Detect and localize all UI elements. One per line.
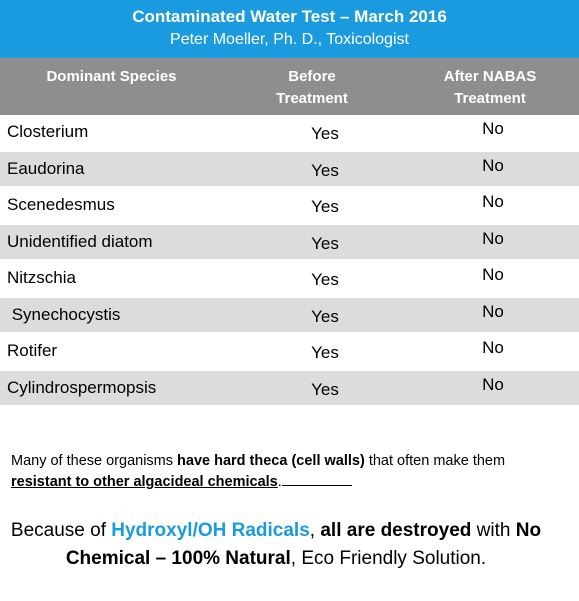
table-row: Cylindrospermopsis Yes No xyxy=(0,370,579,407)
before-cell: Yes xyxy=(311,343,339,362)
before-cell: Yes xyxy=(311,306,339,326)
conclusion-comma: , xyxy=(309,520,321,541)
column-header-species: Dominant Species xyxy=(46,68,177,85)
table-row: Eaudorina Yes No xyxy=(0,151,579,188)
species-cell: Nitzschia xyxy=(7,268,76,287)
note-bold-text: have hard theca (cell walls) xyxy=(177,453,365,469)
table-row: Unidentified diatom Yes No xyxy=(0,224,579,261)
before-cell: Yes xyxy=(311,270,339,289)
page-title: Contaminated Water Test – March 2016 xyxy=(132,7,447,26)
conclusion-statement: Because of Hydroxyl/OH Radicals, all are… xyxy=(0,517,552,573)
note-underlined-text: resistant to other algacideal chemicals xyxy=(11,474,278,490)
table-row: Closterium Yes No xyxy=(0,115,579,152)
page-subtitle: Peter Moeller, Ph. D., Toxicologist xyxy=(170,31,409,48)
column-header-after-line1: After NABAS xyxy=(443,68,537,85)
species-cell: Cylindrospermopsis xyxy=(7,377,157,397)
table-body: Closterium Yes No Eaudorina Yes No Scene… xyxy=(0,115,579,407)
before-cell: Yes xyxy=(311,197,339,216)
species-cell: Scenedesmus xyxy=(7,195,115,214)
before-cell: Yes xyxy=(311,124,339,143)
table-row: Rotifer Yes No xyxy=(0,334,579,371)
after-cell: No xyxy=(482,338,504,357)
table-row: Nitzschia Yes No xyxy=(0,261,579,298)
species-cell: Closterium xyxy=(7,122,89,141)
explanatory-note: Many of these organisms have hard theca … xyxy=(11,451,531,493)
column-header-before-line2: Treatment xyxy=(276,90,348,107)
conclusion-text-3: , Eco Friendly Solution. xyxy=(290,548,487,569)
underline-rule xyxy=(281,485,352,486)
conclusion-highlight: Hydroxyl/OH Radicals xyxy=(111,520,310,541)
note-period: . xyxy=(277,474,282,490)
after-cell: No xyxy=(482,119,504,138)
conclusion-bold-1: all are destroyed xyxy=(320,520,472,541)
species-cell: Unidentified diatom xyxy=(7,231,153,251)
table-row: Synechocystis Yes No xyxy=(0,297,579,334)
column-header-after: After NABAS Treatment xyxy=(401,66,579,110)
after-cell: No xyxy=(482,301,504,321)
column-header-before-line1: Before xyxy=(288,68,336,85)
after-cell: No xyxy=(482,374,504,394)
note-text-2: that often make them xyxy=(364,453,506,469)
after-cell: No xyxy=(482,192,504,211)
column-header-after-line2: Treatment xyxy=(454,90,526,107)
table-row: Scenedesmus Yes No xyxy=(0,188,579,225)
after-cell: No xyxy=(482,155,504,175)
column-header-before: Before Treatment xyxy=(223,66,401,110)
conclusion-text-2: with xyxy=(471,520,516,541)
table-header: Dominant Species Before Treatment After … xyxy=(0,58,579,115)
species-cell: Eaudorina xyxy=(7,158,85,178)
before-cell: Yes xyxy=(311,379,339,399)
species-cell: Synechocystis xyxy=(7,304,121,324)
conclusion-bold-2: No Chemical – 100% Natural xyxy=(65,520,542,569)
species-cell: Rotifer xyxy=(7,341,58,360)
title-banner: Contaminated Water Test – March 2016 Pet… xyxy=(0,0,579,58)
before-cell: Yes xyxy=(311,233,339,253)
note-text: Many of these organisms xyxy=(11,453,178,469)
before-cell: Yes xyxy=(311,160,339,180)
conclusion-text: Because of xyxy=(10,520,112,541)
after-cell: No xyxy=(482,228,504,248)
after-cell: No xyxy=(482,265,504,284)
